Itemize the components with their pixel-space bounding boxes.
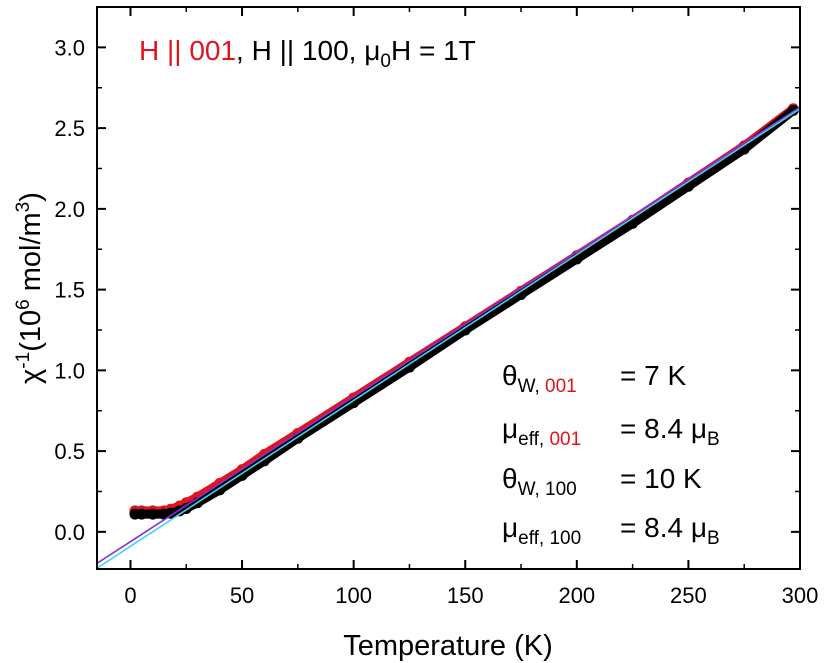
title-rest: H = 1T xyxy=(391,35,476,66)
ann-sub-dir: 001 xyxy=(549,429,581,450)
ann-sub: eff, xyxy=(518,528,549,549)
y-title-exp6: 6 xyxy=(13,299,34,310)
data-point xyxy=(136,508,148,520)
annotation-mu-001: μeff, 001 = 8.4 μB xyxy=(502,413,720,450)
y-tick-label: 0.0 xyxy=(54,520,85,545)
ann-symbol: θ xyxy=(502,463,518,494)
fit-line-3 xyxy=(97,108,800,569)
data-point xyxy=(236,469,248,481)
y-tick-label: 0.5 xyxy=(54,439,85,464)
data-point xyxy=(627,217,639,229)
y-tick-label: 2.5 xyxy=(54,116,85,141)
x-tick-label: 0 xyxy=(124,583,136,608)
ann-symbol: θ xyxy=(502,360,518,391)
fit-line-2 xyxy=(97,106,800,565)
y-title-close: ) xyxy=(15,192,47,202)
data-point xyxy=(147,508,159,520)
chart-title: H || 001, H || 100, μ0H = 1T xyxy=(139,35,476,72)
x-tick-label: 250 xyxy=(670,583,707,608)
title-sep2: , xyxy=(349,35,365,66)
data-curve-0 xyxy=(130,104,798,516)
data-point xyxy=(165,507,177,519)
ann-sub-dir: 100 xyxy=(549,528,581,549)
ann-sub: eff, xyxy=(518,429,549,450)
ann-sub-dir: 001 xyxy=(545,376,577,397)
data-series-layer xyxy=(97,103,800,569)
ann-value: = 8.4 μ xyxy=(620,413,707,444)
title-sep1: , xyxy=(236,35,252,66)
y-tick-label: 1.5 xyxy=(54,278,85,303)
data-point xyxy=(348,397,360,409)
annotation-mu-100: μeff, 100 = 8.4 μB xyxy=(502,512,720,549)
data-point xyxy=(515,288,527,300)
y-tick-label: 3.0 xyxy=(54,35,85,60)
y-title-exp: -1 xyxy=(13,352,34,369)
x-tick-label: 200 xyxy=(558,583,595,608)
x-tick-label: 150 xyxy=(447,583,484,608)
x-tick-label: 50 xyxy=(230,583,254,608)
y-title-chi: χ xyxy=(15,369,47,384)
title-mu-sub: 0 xyxy=(380,51,391,72)
ann-sub: W, xyxy=(518,479,545,500)
ann-sub: W, xyxy=(518,376,545,397)
title-h001: H || 001 xyxy=(139,35,236,66)
x-tick-label: 300 xyxy=(782,583,819,608)
ann-value: = 7 K xyxy=(620,360,686,391)
plot-frame xyxy=(96,6,801,570)
annotation-theta-001: θW, 001 = 7 K xyxy=(502,360,686,397)
axes-layer: 0 50 100 150 200 250 300 0.0 0.5 1.0 1.5 2.0 2.5 3.0 xyxy=(54,7,818,608)
ann-value: = 8.4 μ xyxy=(620,512,707,543)
ann-symbol: μ xyxy=(502,413,518,444)
annotation-theta-100: θW, 100 = 10 K xyxy=(502,463,702,500)
y-title-unit: mol/m xyxy=(15,212,47,299)
ann-symbol: μ xyxy=(502,512,518,543)
data-curve-1 xyxy=(130,105,798,519)
x-tick-label: 100 xyxy=(335,583,372,608)
y-title-open: (10 xyxy=(15,310,47,352)
y-tick-label: 2.0 xyxy=(54,197,85,222)
title-h100: H || 100 xyxy=(252,35,349,66)
ann-sub-dir: 100 xyxy=(545,479,577,500)
x-axis-title: Temperature (K) xyxy=(343,630,553,662)
data-point xyxy=(459,324,471,336)
y-title-exp3: 3 xyxy=(13,202,34,213)
ann-value: = 10 K xyxy=(620,463,702,494)
data-point xyxy=(403,361,415,373)
data-point xyxy=(258,455,270,467)
ann-value-sub: B xyxy=(707,429,720,450)
y-axis-title: χ-1(106 mol/m3) xyxy=(13,192,47,384)
title-mu: μ xyxy=(364,35,380,66)
ann-value-sub: B xyxy=(707,528,720,549)
y-tick-label: 1.0 xyxy=(54,358,85,383)
